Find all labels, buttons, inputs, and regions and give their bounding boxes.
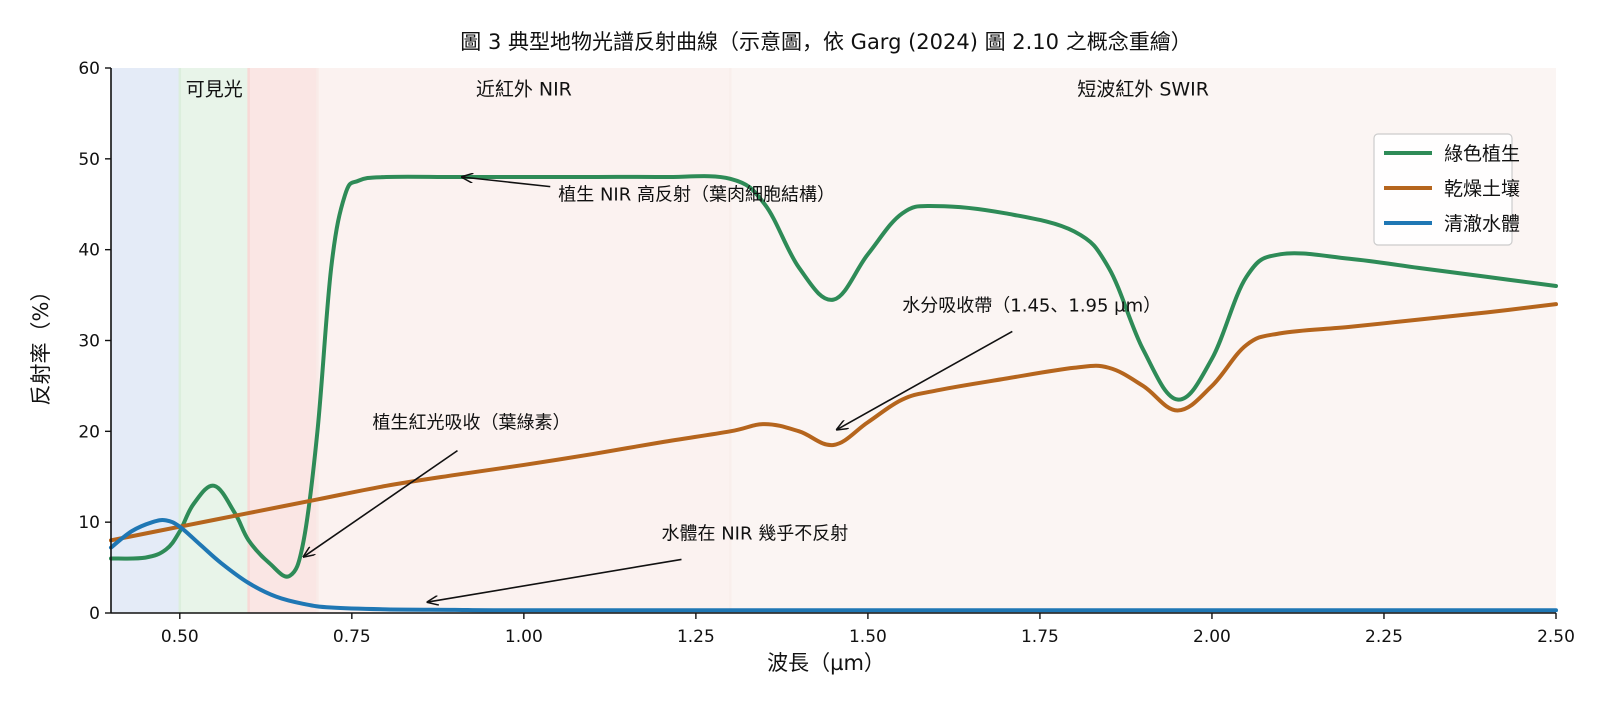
x-axis-title: 波長（µm） [767, 651, 885, 675]
y-tick-label-2: 20 [78, 422, 100, 442]
series-line-0 [109, 174, 1558, 579]
band-labels: 可見光 近紅外 NIR 短波紅外 SWIR [186, 78, 1209, 100]
annotation-arrow-0 [462, 177, 551, 188]
y-tick-label-6: 60 [78, 59, 100, 79]
x-tick-label-4: 1.50 [849, 627, 887, 647]
legend-label-1: 乾燥土壤 [1444, 178, 1520, 200]
x-tick-label-5: 1.75 [1021, 627, 1059, 647]
annotation-arrow-1 [837, 330, 1013, 429]
series-lines [109, 174, 1558, 613]
y-axis-title: 反射率（%） [29, 281, 53, 406]
x-tick-label-7: 2.25 [1365, 627, 1403, 647]
y-tick-label-3: 30 [78, 332, 100, 352]
band-label-1: 可見光 [186, 78, 243, 100]
x-tick-label-8: 2.50 [1537, 627, 1575, 647]
band-label-4: 短波紅外 SWIR [1077, 78, 1209, 100]
annotation-text-0: 植生 NIR 高反射（葉肉細胞結構） [558, 185, 835, 206]
annotations: 植生 NIR 高反射（葉肉細胞結構） 水分吸收帶（1.45、1.95 µm） 植生紅… [304, 177, 1161, 602]
x-tick-label-2: 1.00 [505, 627, 543, 647]
band-label-3: 近紅外 NIR [476, 78, 572, 100]
y-tick-label-4: 40 [78, 241, 100, 261]
band-1 [179, 68, 249, 613]
y-tick-label-1: 10 [78, 513, 100, 533]
band-0 [111, 68, 180, 613]
x-tick-label-3: 1.25 [677, 627, 715, 647]
axes: 0.50 0.75 1.00 1.25 1.50 1.75 2.00 2.25 2.50 0 10 2… [78, 59, 1575, 647]
annotation-arrow-2 [304, 449, 458, 557]
y-tick-label-0: 0 [89, 604, 100, 624]
annotation-text-1: 水分吸收帶（1.45、1.95 µm） [902, 295, 1161, 316]
x-tick-label-6: 2.00 [1193, 627, 1231, 647]
legend-label-2: 清澈水體 [1444, 213, 1520, 235]
legend-box [1373, 133, 1513, 246]
band-3 [317, 68, 731, 613]
x-tick-label-0: 0.50 [161, 627, 199, 647]
annotation-arrow-3 [428, 558, 682, 602]
chart-title: 圖 3 典型地物光譜反射曲線（示意圖，依 Garg (2024) 圖 2.10 … [460, 30, 1191, 54]
annotation-text-3: 水體在 NIR 幾乎不反射 [661, 523, 848, 544]
x-tick-label-1: 0.75 [333, 627, 371, 647]
annotation-text-2: 植生紅光吸收（葉綠素） [372, 413, 570, 434]
legend-label-0: 綠色植生 [1444, 143, 1520, 165]
series-line-1 [109, 302, 1558, 543]
spectral-bands [111, 68, 1556, 613]
series-line-2 [109, 518, 1558, 613]
y-tick-label-5: 50 [78, 150, 100, 170]
